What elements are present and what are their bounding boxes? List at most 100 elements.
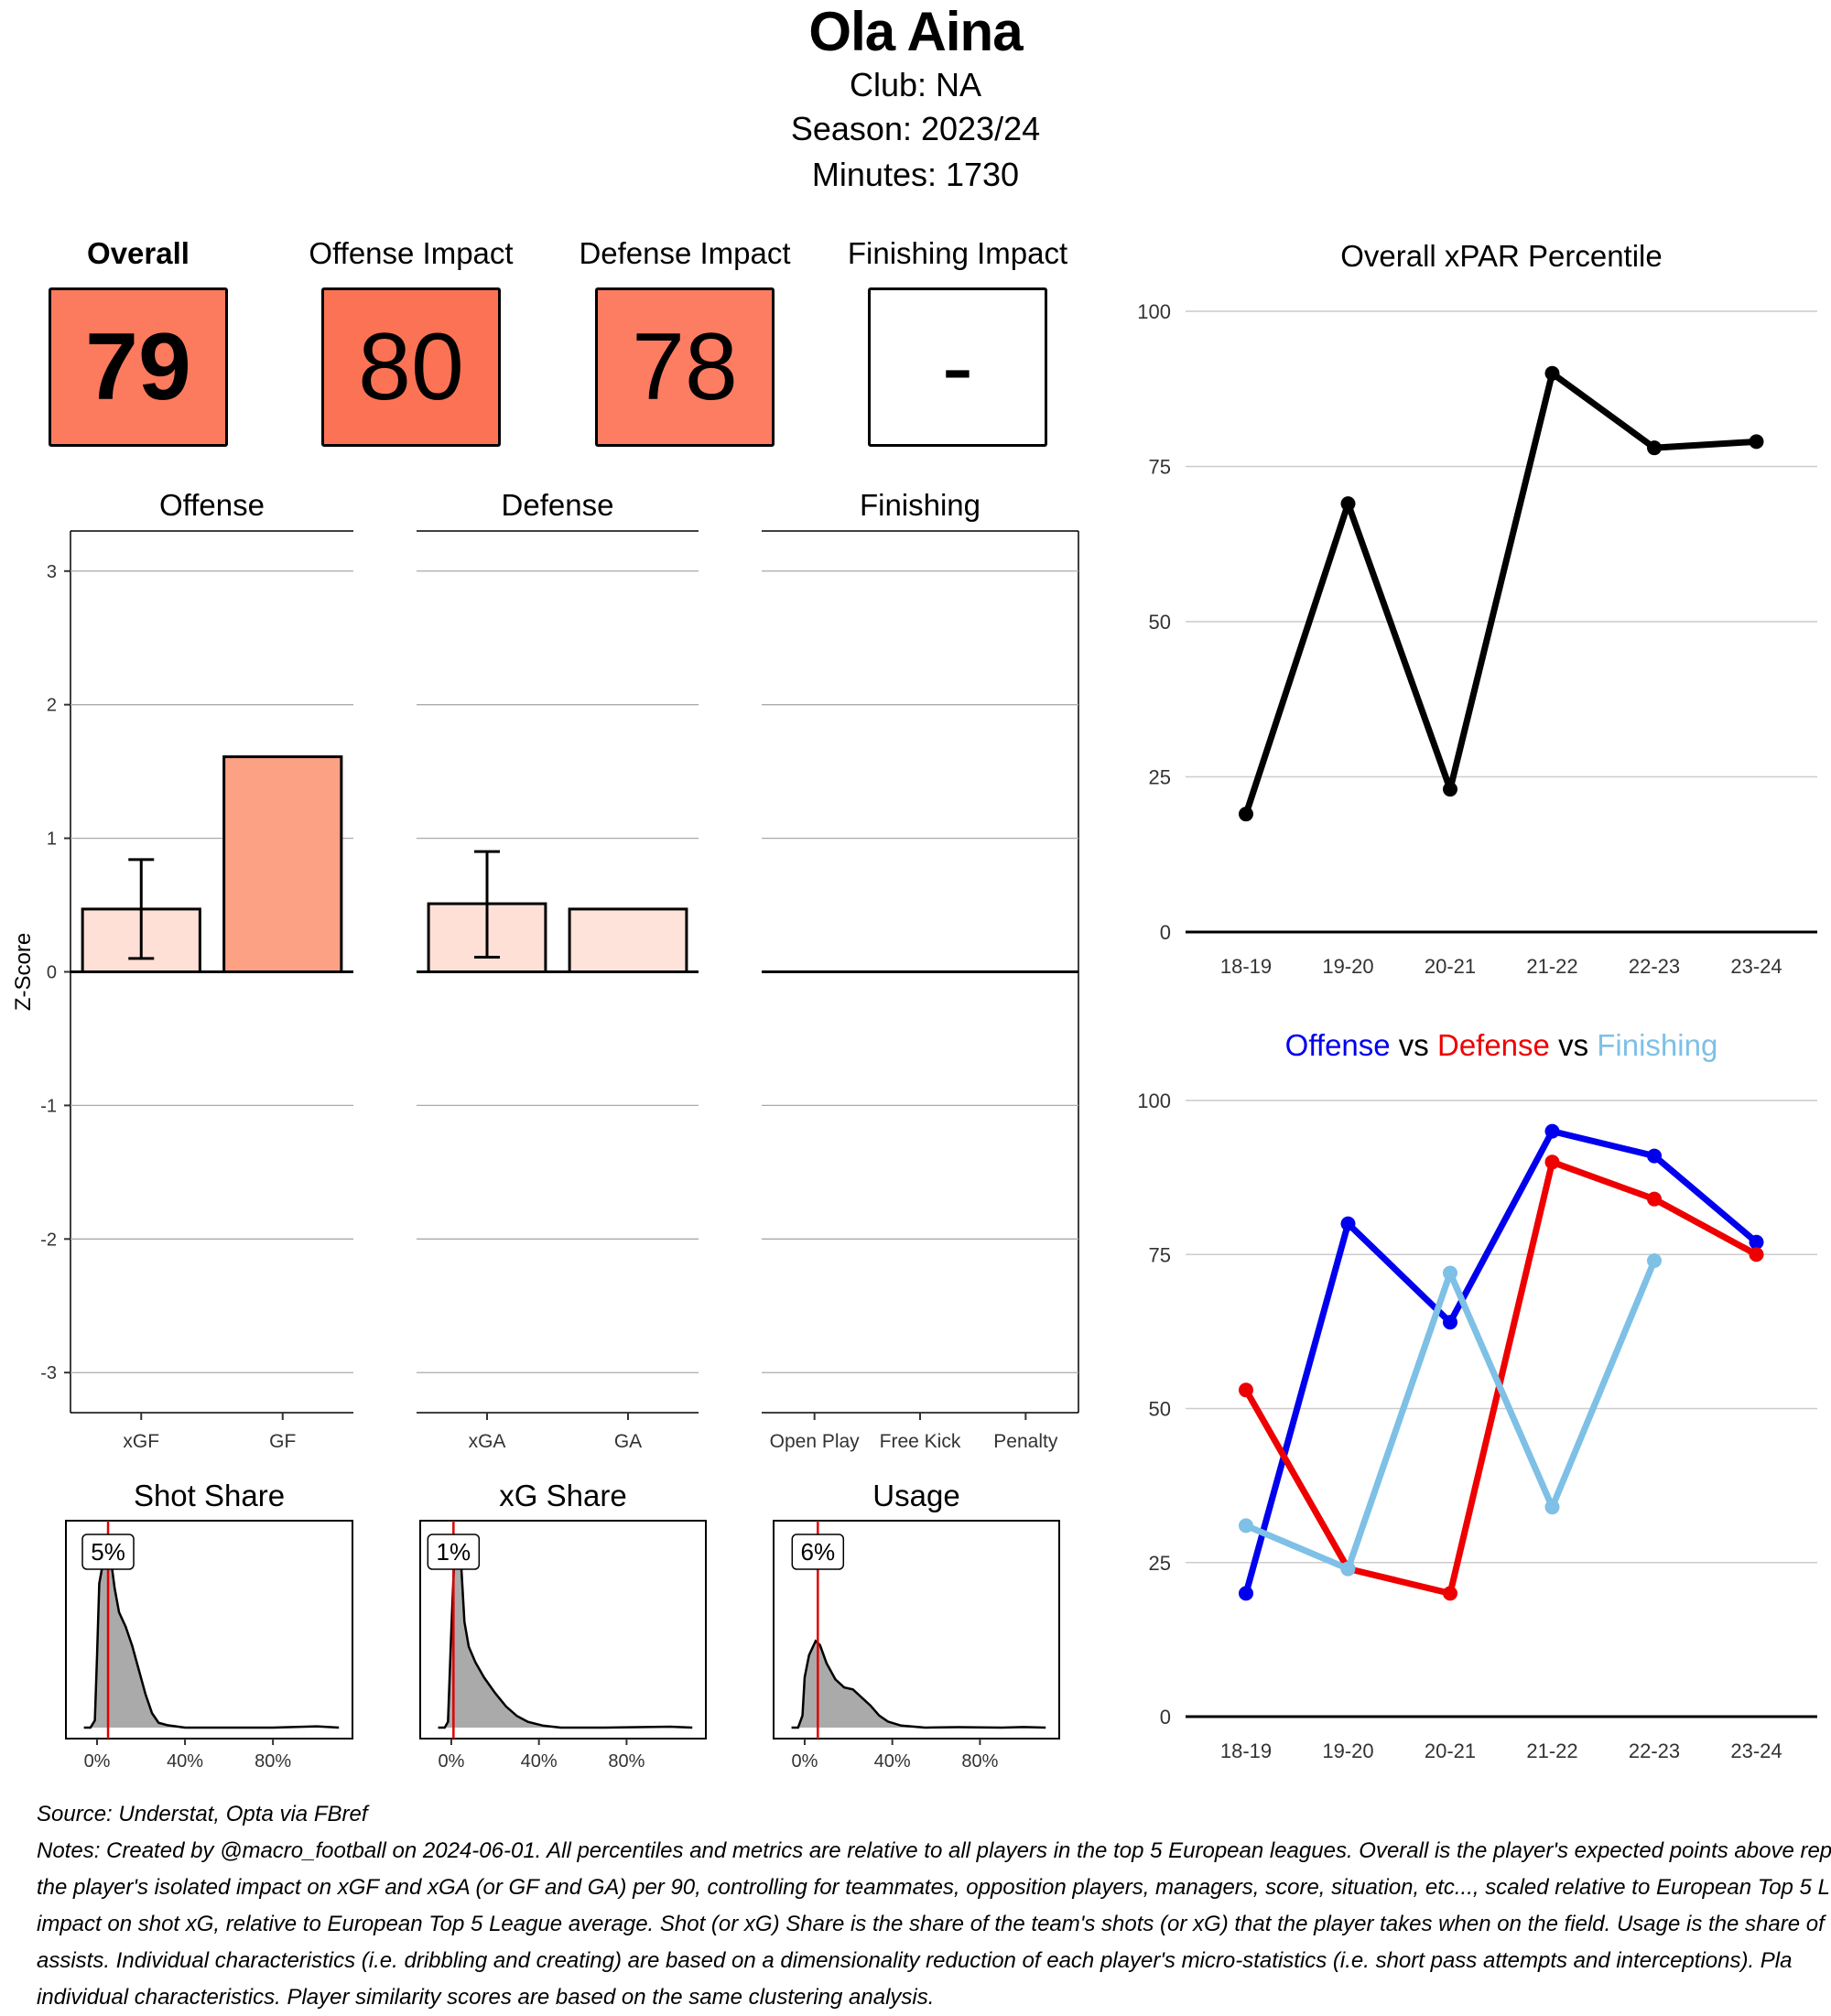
series-line <box>1242 1128 1759 1595</box>
notes-line: individual characteristics. Player simil… <box>37 1985 935 2010</box>
x-tick-label: 0% <box>791 1751 818 1772</box>
data-point <box>1749 1247 1764 1263</box>
scorecard-value: 78 <box>595 287 775 447</box>
series-line <box>1244 1259 1658 1572</box>
title-part-vs: vs <box>1550 1028 1588 1062</box>
y-tick-label: 75 <box>1149 456 1171 479</box>
notes-line: impact on shot xG, relative to European … <box>37 1912 1825 1936</box>
minutes-line: Minutes: 1730 <box>811 156 1020 193</box>
player-name: Ola Aina <box>808 1 1023 62</box>
x-tick-label: 20-21 <box>1425 1740 1476 1762</box>
x-tick-label: 23-24 <box>1730 1740 1782 1762</box>
data-point <box>1647 1148 1662 1164</box>
series-overall <box>1239 365 1764 822</box>
data-point <box>1443 1586 1457 1601</box>
density-title: Usage <box>872 1479 959 1512</box>
x-tick-label: 20-21 <box>1425 955 1476 978</box>
series-finishing <box>1239 1252 1662 1577</box>
x-tick-label: 18-19 <box>1220 955 1272 978</box>
data-point <box>1443 1315 1457 1330</box>
density-line <box>83 1534 340 1729</box>
density-panel-shot-share: Shot Share 5% 0% 40% 80% <box>65 1479 353 1772</box>
data-point <box>1443 1265 1457 1281</box>
x-tick-label: 18-19 <box>1220 1740 1272 1762</box>
x-tick-label: xGF <box>123 1431 159 1452</box>
y-tick-label: 2 <box>47 696 57 716</box>
notes-line: the player's isolated impact on xGF and … <box>37 1875 1830 1900</box>
bar <box>222 755 343 973</box>
scorecard-label: Finishing Impact <box>847 236 1068 270</box>
y-tick-label: 0 <box>1160 921 1171 944</box>
player-value-label-box <box>81 1534 135 1570</box>
data-point <box>1340 1561 1356 1577</box>
x-tick-label: 40% <box>167 1751 203 1772</box>
scorecard-value: 80 <box>321 287 501 447</box>
series-line <box>1242 1158 1759 1597</box>
x-tick-label: 0% <box>84 1751 111 1772</box>
panel-title: Offense <box>159 488 265 522</box>
notes-line: Notes: Created by @macro_football on 202… <box>37 1838 1831 1863</box>
density-title: xG Share <box>499 1479 626 1512</box>
data-point <box>1239 1518 1253 1534</box>
season-line: Season: 2023/24 <box>790 110 1041 147</box>
y-tick-label: 100 <box>1137 1089 1171 1112</box>
scorecard-label: Overall <box>87 236 190 270</box>
line-chart-title: Offense vs Defense vs Finishing <box>1285 1028 1718 1062</box>
title-part-offense: Offense <box>1285 1028 1391 1062</box>
data-point <box>1239 1382 1253 1398</box>
x-tick-label: 21-22 <box>1526 955 1577 978</box>
bar-panel-finishing: Finishing Open Play Free Kick Penalty <box>762 488 1079 1452</box>
panel-title: Defense <box>502 488 614 522</box>
player-value-label-box <box>791 1534 845 1570</box>
x-tick-label: 19-20 <box>1322 1740 1373 1762</box>
scorecard-value: - <box>868 287 1047 447</box>
bar <box>568 907 688 973</box>
y-tick-label: 75 <box>1149 1243 1171 1266</box>
panel-title: Finishing <box>860 488 981 522</box>
scorecard-label: Defense Impact <box>579 236 791 270</box>
y-tick-label: 50 <box>1149 1398 1171 1421</box>
data-point <box>1544 1123 1560 1139</box>
data-point <box>1443 782 1457 797</box>
data-point <box>1340 496 1356 512</box>
bar-panel-offense: Offense xGF GF <box>70 488 353 1452</box>
series-line <box>1242 370 1757 816</box>
data-point <box>1544 1500 1560 1515</box>
player-value-label: 5% <box>91 1538 125 1566</box>
y-tick-label: 0 <box>1160 1706 1171 1729</box>
x-tick-label: 80% <box>255 1751 291 1772</box>
density-area <box>438 1535 693 1728</box>
density-line <box>791 1639 1046 1729</box>
x-tick-label: 80% <box>608 1751 645 1772</box>
scorecard-value: 79 <box>49 287 228 447</box>
x-tick-label: GF <box>269 1431 296 1452</box>
source-note: Source: Understat, Opta via FBref <box>37 1802 368 1826</box>
xpar-line: Overall xPAR Percentile 0 25 50 75 100 18-19 19… <box>1137 239 1817 978</box>
x-tick-label: 23-24 <box>1730 955 1782 978</box>
y-tick-label: 100 <box>1137 300 1171 323</box>
title-part-defense: Defense <box>1429 1028 1550 1062</box>
density-area <box>791 1641 1046 1728</box>
x-tick-label: xGA <box>469 1431 506 1452</box>
data-point <box>1647 1191 1662 1207</box>
data-point <box>1239 807 1253 822</box>
x-tick-label: 40% <box>874 1751 911 1772</box>
y-tick-label: 25 <box>1149 1552 1171 1575</box>
y-tick-label: -3 <box>40 1363 57 1383</box>
y-tick-label: 50 <box>1149 611 1171 634</box>
data-point <box>1544 1154 1560 1170</box>
density-title: Shot Share <box>134 1479 285 1512</box>
player-value-label-box <box>427 1534 481 1570</box>
x-tick-label: Penalty <box>993 1431 1058 1452</box>
data-point <box>1749 434 1764 450</box>
x-tick-label: 22-23 <box>1629 955 1680 978</box>
title-part-finishing: Finishing <box>1588 1028 1717 1062</box>
data-point <box>1647 440 1662 456</box>
series-offense <box>1239 1123 1764 1601</box>
player-value-label: 6% <box>801 1538 836 1566</box>
y-tick-label: 25 <box>1149 766 1171 789</box>
x-tick-label: 40% <box>521 1751 558 1772</box>
data-point <box>1340 1216 1356 1231</box>
club-line: Club: NA <box>849 66 982 103</box>
